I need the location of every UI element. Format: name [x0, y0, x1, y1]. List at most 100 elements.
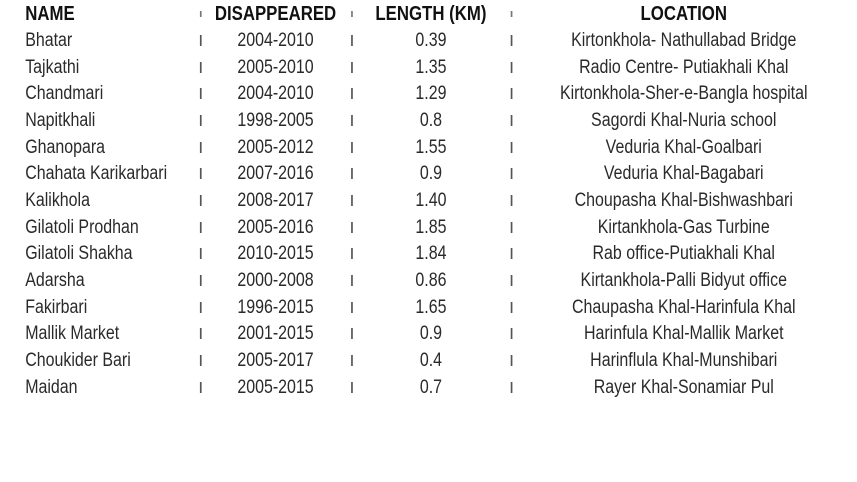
column-divider — [510, 248, 512, 260]
cell-disappeared: 2001-2015 — [199, 323, 351, 345]
cell-location: Kirtonkhola-Sher-e-Bangla hospital — [510, 83, 857, 105]
column-divider — [510, 34, 512, 46]
cell-disappeared: 2005-2012 — [199, 138, 351, 157]
column-divider — [199, 194, 202, 206]
cell-location-text: Kirtankhola-Gas Turbine — [597, 216, 770, 238]
cell-length-text: 0.8 — [419, 109, 443, 131]
table-row: Kalikhola 2008-2017 1.40 Choupasha Khal-Bis… — [0, 187, 857, 214]
cell-disappeared: 1998-2005 — [199, 111, 351, 130]
column-divider — [510, 301, 512, 313]
column-divider — [351, 221, 353, 233]
column-divider — [351, 168, 353, 180]
table-header: NAME DISAPPEARED LENGTH (KM) LOCATION — [0, 0, 857, 27]
cell-name-text: Ghanopara — [25, 136, 106, 158]
header-length: LENGTH (KM) — [351, 4, 511, 24]
cell-name-text: Chahata Karikarbari — [25, 163, 168, 185]
cell-location-text: Harinfula Khal-Mallik Market — [583, 323, 784, 345]
cell-location: Rab office-Putiakhali Khal — [510, 244, 857, 263]
cell-name: Choukider Bari — [0, 351, 200, 370]
column-divider — [510, 275, 512, 287]
column-divider — [199, 381, 202, 393]
cell-name: Bhatar — [0, 31, 200, 50]
cell-disappeared: 2007-2016 — [199, 164, 351, 183]
cell-length: 1.40 — [351, 191, 511, 210]
column-divider — [510, 194, 512, 206]
cell-name: Chahata Karikarbari — [0, 164, 200, 183]
column-divider — [351, 61, 353, 73]
cell-name-text: Adarsha — [25, 270, 85, 292]
cell-length-text: 1.29 — [415, 83, 447, 105]
cell-name: Gilatoli Shakha — [0, 244, 200, 263]
column-divider — [351, 275, 353, 287]
cell-disappeared-text: 2004-2010 — [237, 29, 314, 51]
cell-length-text: 1.40 — [415, 189, 447, 211]
cell-length: 0.8 — [351, 111, 511, 130]
column-divider — [351, 328, 353, 340]
table-row: Choukider Bari 2005-2017 0.4 Harinflula Kha… — [0, 347, 857, 374]
cell-length-text: 0.39 — [415, 29, 447, 51]
cell-disappeared: 2005-2015 — [199, 378, 351, 397]
column-divider — [510, 114, 512, 126]
cell-length: 1.85 — [351, 218, 511, 237]
column-divider — [510, 10, 512, 17]
cell-name: Mallik Market — [0, 324, 200, 343]
cell-location-text: Harinflula Khal-Munshibari — [590, 350, 778, 372]
cell-length-text: 1.85 — [415, 216, 447, 238]
cell-length-text: 1.84 — [415, 243, 447, 265]
column-divider — [510, 381, 512, 393]
column-divider — [510, 355, 512, 367]
cell-length: 0.7 — [351, 378, 511, 397]
cell-location-text: Veduria Khal-Bagabari — [603, 163, 764, 185]
column-divider — [199, 10, 202, 17]
cell-location: Rayer Khal-Sonamiar Pul — [510, 378, 857, 397]
cell-length: 1.29 — [351, 84, 511, 103]
cell-location: Kirtonkhola- Nathullabad Bridge — [510, 29, 857, 51]
column-divider — [199, 34, 202, 46]
column-divider — [199, 88, 202, 100]
cell-name: Ghanopara — [0, 138, 200, 157]
cell-name: Kalikhola — [0, 191, 200, 210]
table-row: Chandmari 2004-2010 1.29 Kirtonkhola-Sher-e… — [0, 80, 857, 107]
cell-location-text: Kirtankhola-Palli Bidyut office — [580, 270, 787, 292]
cell-name: Chandmari — [0, 84, 200, 103]
cell-location-text: Kirtonkhola-Sher-e-Bangla hospital — [559, 83, 808, 105]
column-divider — [510, 168, 512, 180]
cell-name-text: Mallik Market — [25, 323, 120, 345]
cell-name-text: Tajkathi — [25, 56, 80, 78]
cell-location: Kirtankhola-Gas Turbine — [510, 216, 857, 238]
cell-name-text: Bhatar — [25, 29, 73, 51]
cell-length: 1.84 — [351, 244, 511, 263]
cell-location-text: Radio Centre- Putiakhali Khal — [579, 56, 789, 78]
cell-location: Sagordi Khal-Nuria school — [510, 109, 857, 131]
cell-length-text: 0.9 — [419, 323, 443, 345]
column-divider — [351, 114, 353, 126]
column-divider — [510, 141, 512, 153]
table-row: Maidan 2005-2015 0.7 Rayer Khal-Sonamiar Pu… — [0, 374, 857, 401]
cell-location-text: Kirtonkhola- Nathullabad Bridge — [571, 29, 797, 51]
cell-length-text: 0.86 — [415, 270, 447, 292]
cell-disappeared: 2010-2015 — [199, 244, 351, 263]
column-divider — [351, 355, 353, 367]
cell-name-text: Chandmari — [25, 83, 104, 105]
cell-location-text: Sagordi Khal-Nuria school — [591, 109, 777, 131]
cell-disappeared: 2000-2008 — [199, 271, 351, 290]
cell-name: Napitkhali — [0, 111, 200, 130]
cell-location: Kirtankhola-Palli Bidyut office — [510, 270, 857, 292]
cell-location: Veduria Khal-Goalbari — [510, 138, 857, 157]
column-divider — [351, 381, 353, 393]
cell-disappeared-text: 2001-2015 — [237, 323, 314, 345]
column-divider — [199, 221, 202, 233]
cell-name-text: Kalikhola — [25, 189, 90, 211]
table-row: Ghanopara 2005-2012 1.55 Veduria Khal-Goalb… — [0, 134, 857, 161]
cell-name-text: Choukider Bari — [25, 350, 131, 372]
cell-length: 0.4 — [351, 351, 511, 370]
column-divider — [510, 88, 512, 100]
cell-location: Radio Centre- Putiakhali Khal — [510, 56, 857, 78]
column-divider — [351, 141, 353, 153]
cell-length: 1.55 — [351, 138, 511, 157]
table-body: Bhatar 2004-2010 0.39 Kirtonkhola- Nathulla… — [0, 27, 857, 401]
column-divider — [199, 114, 202, 126]
column-divider — [510, 328, 512, 340]
cell-location: Harinfula Khal-Mallik Market — [510, 323, 857, 345]
cell-location: Chaupasha Khal-Harinfula Khal — [510, 298, 857, 317]
